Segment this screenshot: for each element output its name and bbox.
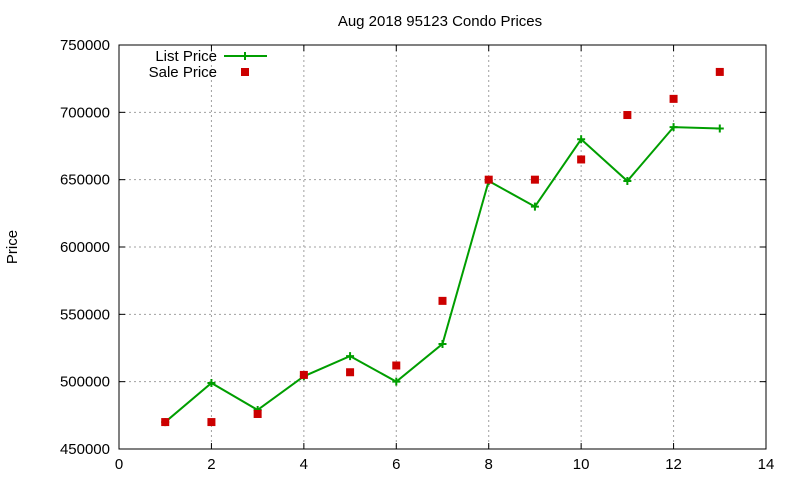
- x-tick-label: 0: [115, 456, 123, 473]
- sale-price-marker: [669, 94, 678, 103]
- legend-label-list-price: List Price: [155, 48, 217, 65]
- x-tick-label: 4: [300, 456, 308, 473]
- list-price-marker: [577, 135, 586, 144]
- y-tick-label: 650000: [60, 172, 110, 189]
- list-price-marker: [530, 202, 539, 211]
- sale-price-marker: [392, 361, 401, 370]
- axes: 0 2 4 6 8 10 12 14 450000 500000 550000 600000 65000…: [60, 37, 774, 473]
- sale-price-marker: [438, 296, 447, 305]
- x-tick-label: 8: [485, 456, 493, 473]
- grid-lines: [119, 45, 766, 449]
- sale-price-marker: [161, 418, 170, 427]
- list-price-marker: [207, 379, 216, 388]
- sale-price-marker: [715, 67, 724, 76]
- x-tick-label: 12: [665, 456, 682, 473]
- y-tick-label: 750000: [60, 37, 110, 54]
- y-tick-label: 550000: [60, 306, 110, 323]
- list-price-marker: [623, 177, 632, 186]
- x-tick-label: 2: [207, 456, 215, 473]
- list-price-marker: [392, 377, 401, 386]
- sale-price-marker: [207, 418, 216, 427]
- legend-marker-list-price: [241, 52, 249, 60]
- x-tick-label: 10: [573, 456, 590, 473]
- list-price-marker: [346, 352, 355, 361]
- y-tick-label: 600000: [60, 239, 110, 256]
- sale-price-marker: [577, 155, 586, 164]
- sale-price-marker: [346, 368, 355, 377]
- y-tick-label: 450000: [60, 441, 110, 458]
- legend-label-sale-price: Sale Price: [149, 64, 217, 81]
- y-axis-label: Price: [4, 230, 21, 264]
- sale-price-marker: [530, 175, 539, 184]
- legend-marker-sale-price: [241, 68, 249, 76]
- list-price-marker: [438, 339, 447, 348]
- sale-price-marker: [484, 175, 493, 184]
- list-price-marker: [715, 124, 724, 133]
- plot-frame: [118, 44, 767, 450]
- sale-price-marker: [299, 370, 308, 379]
- x-tick-label: 14: [758, 456, 775, 473]
- chart-title: Aug 2018 95123 Condo Prices: [338, 13, 542, 30]
- y-tick-label: 700000: [60, 104, 110, 121]
- list-price-marker: [669, 123, 678, 132]
- sale-price-marker: [623, 111, 632, 120]
- x-tick-label: 6: [392, 456, 400, 473]
- sale-price-marker: [253, 409, 262, 418]
- y-tick-label: 500000: [60, 374, 110, 391]
- plot-series: [161, 67, 724, 427]
- list-price-line: [164, 126, 720, 423]
